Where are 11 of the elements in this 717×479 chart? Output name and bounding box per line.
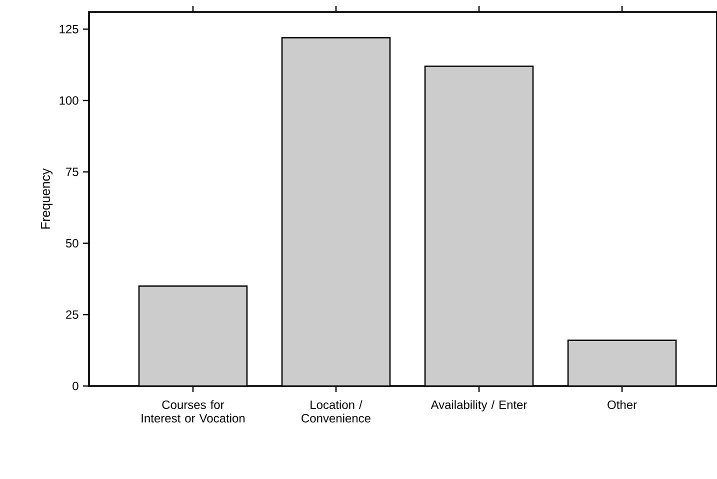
- x-tick-label: Courses for Interest or Vocation: [142, 400, 245, 423]
- y-tick-label: 100: [60, 96, 78, 105]
- y-tick-label: 0: [72, 382, 78, 390]
- y-tick-label: 125: [60, 24, 78, 34]
- y-tick-label: 50: [66, 239, 78, 248]
- x-tick-label: Other: [608, 400, 637, 410]
- y-tick-label: 75: [66, 168, 78, 176]
- y-axis-title: Frequency: [40, 168, 53, 229]
- x-tick-label: Location / Convenience: [302, 400, 370, 423]
- x-tick-label: Availability / Enter: [430, 400, 528, 412]
- y-tick-label: 25: [66, 310, 78, 319]
